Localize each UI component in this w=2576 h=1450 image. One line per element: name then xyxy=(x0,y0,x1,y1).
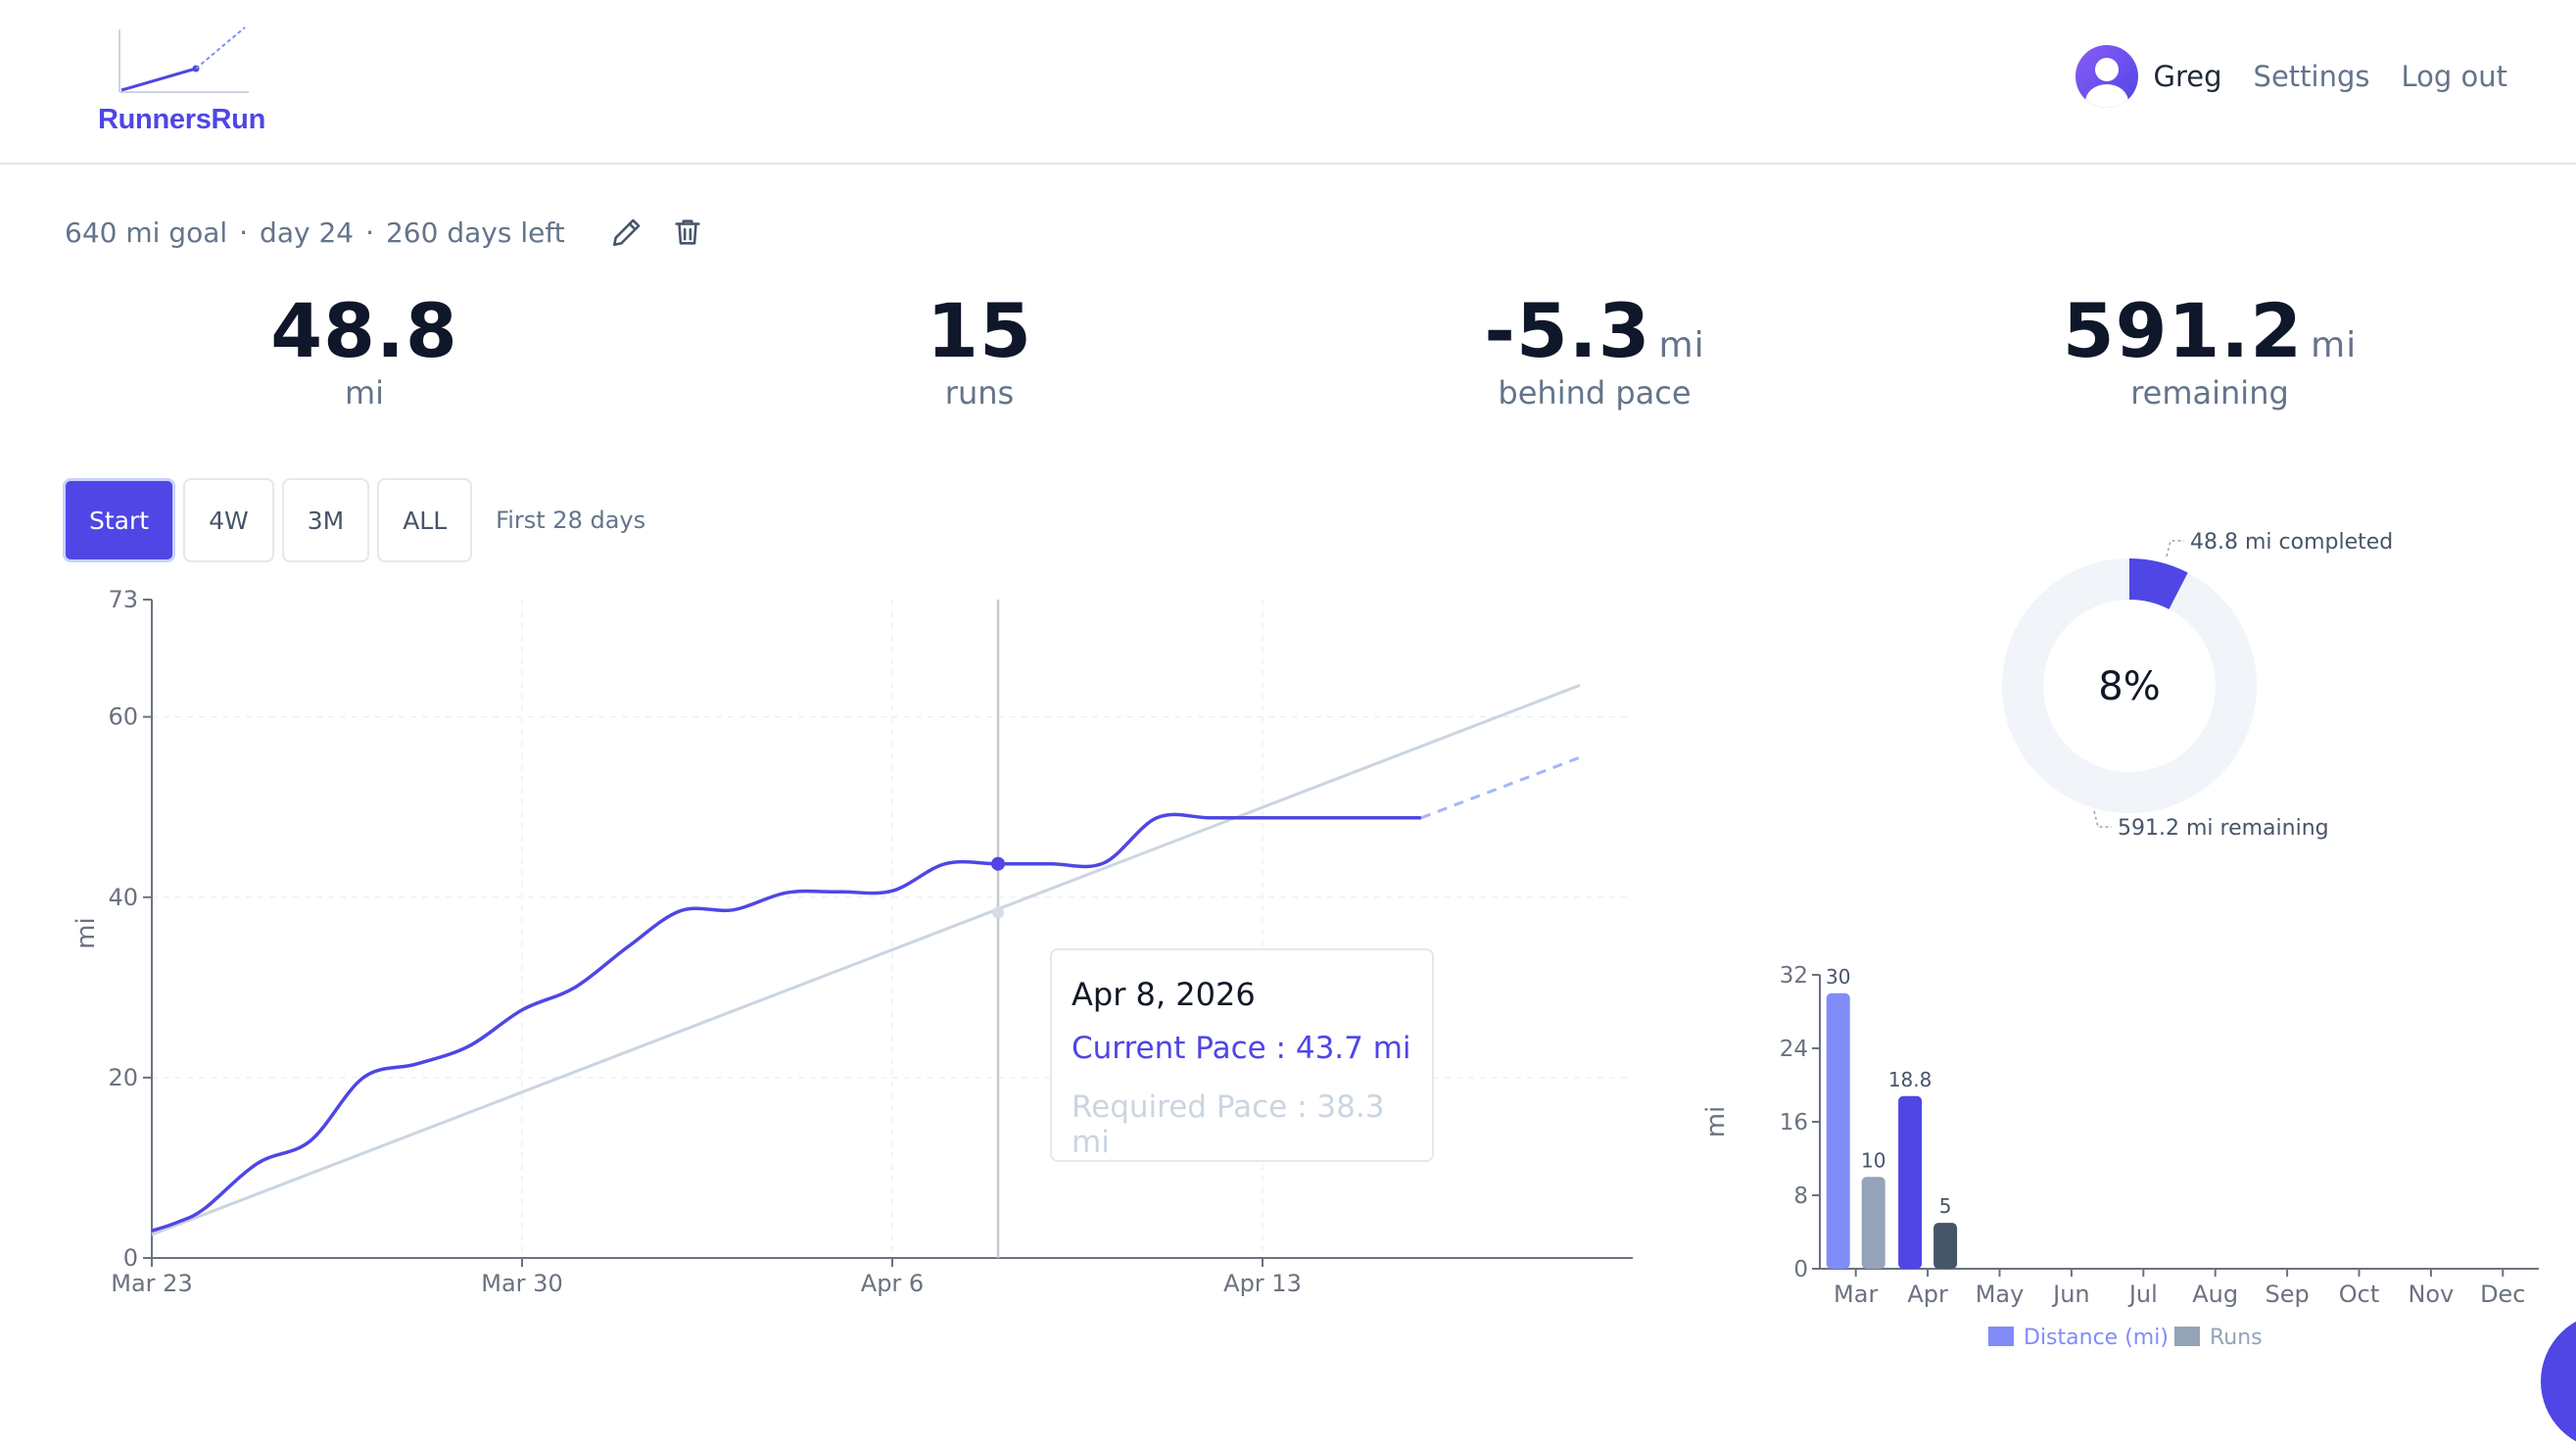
y-axis-label: mi xyxy=(72,917,101,949)
stat-label: runs xyxy=(944,374,1015,411)
current-pace-line xyxy=(151,812,1421,1233)
separator: · xyxy=(365,216,374,249)
distance-bar-label: 30 xyxy=(1826,965,1850,989)
y-tick-label: 16 xyxy=(1780,1110,1808,1136)
range-4w-button[interactable]: 4W xyxy=(183,478,274,562)
chart-tooltip: Apr 8, 2026 Current Pace : 43.7 mi Requi… xyxy=(1050,948,1434,1162)
legend-runs-label: Runs xyxy=(2210,1326,2263,1350)
remaining-callout-label: 591.2 mi remaining xyxy=(2118,816,2329,841)
top-nav: Greg Settings Log out xyxy=(2075,45,2507,108)
completed-callout-label: 48.8 mi completed xyxy=(2190,530,2393,555)
x-tick-label: Apr 6 xyxy=(861,1270,924,1297)
hover-point-required xyxy=(992,906,1004,919)
tooltip-required-pace: Required Pace : 38.3 mi xyxy=(1072,1089,1385,1160)
stat-value: 15 xyxy=(927,287,1032,374)
y-tick-label: 8 xyxy=(1793,1184,1808,1209)
monthly-bar-chart: 0 8 16 24 32 mi Mar 30 10 Apr 18.8 5 May Jun Jul Aug Sep… xyxy=(1701,963,2539,1350)
legend-runs-swatch xyxy=(2174,1327,2200,1346)
y-tick-label: 0 xyxy=(123,1244,138,1272)
stat-label: mi xyxy=(344,374,385,411)
goal-progress-donut: 8% 48.8 mi completed 591.2 mi remaining xyxy=(2002,530,2393,841)
x-tick-label: Mar xyxy=(1834,1281,1878,1308)
settings-link[interactable]: Settings xyxy=(2253,60,2370,93)
required-pace-line xyxy=(151,684,1581,1236)
separator: · xyxy=(239,216,249,249)
distance-bar xyxy=(1826,992,1850,1269)
range-start-button[interactable]: Start xyxy=(63,478,176,562)
x-tick-label: Mar 23 xyxy=(111,1270,192,1297)
app-header: RunnersRun Greg Settings Log out xyxy=(0,0,2576,165)
y-tick-label: 73 xyxy=(108,586,138,613)
edit-pencil-icon[interactable] xyxy=(610,216,644,249)
stat-value: 48.8 xyxy=(270,287,458,374)
y-tick-label: 24 xyxy=(1780,1037,1808,1062)
y-axis-label: mi xyxy=(1701,1106,1731,1138)
x-tick-label: Nov xyxy=(2408,1281,2454,1308)
x-tick-label: Apr 13 xyxy=(1223,1270,1302,1297)
x-tick-label: Jun xyxy=(2051,1281,2090,1308)
range-selector: Start 4W 3M ALL First 28 days xyxy=(63,478,645,562)
stat-runs: 15 runs xyxy=(774,294,1185,412)
projection-line xyxy=(1420,755,1581,820)
day-text: day 24 xyxy=(260,216,355,249)
days-left-text: 260 days left xyxy=(385,216,565,249)
stat-value: -5.3 xyxy=(1484,287,1651,374)
stat-label: remaining xyxy=(2130,374,2289,411)
range-all-button[interactable]: ALL xyxy=(377,478,473,562)
x-tick-label: Jul xyxy=(2127,1281,2158,1308)
y-tick-label: 40 xyxy=(108,884,138,911)
stat-pace: -5.3 mi behind pace xyxy=(1389,294,1800,412)
completed-callout-line xyxy=(2166,540,2184,557)
tooltip-date: Apr 8, 2026 xyxy=(1072,976,1256,1013)
legend-distance-swatch xyxy=(1988,1327,2014,1346)
distance-bar-label: 18.8 xyxy=(1888,1068,1932,1091)
logo[interactable]: RunnersRun xyxy=(98,22,266,139)
range-note: First 28 days xyxy=(496,507,646,534)
logout-link[interactable]: Log out xyxy=(2401,60,2507,93)
y-tick-label: 60 xyxy=(108,703,138,731)
stat-value: 591.2 xyxy=(2062,287,2304,374)
hover-point-current xyxy=(991,856,1005,871)
stat-unit: mi xyxy=(1658,325,1705,365)
runs-bar xyxy=(1861,1177,1885,1269)
logo-chart-icon xyxy=(119,26,249,93)
stat-label: behind pace xyxy=(1498,374,1692,411)
logo-text: RunnersRun xyxy=(98,104,266,135)
stat-remaining: 591.2 mi remaining xyxy=(2004,294,2415,412)
tooltip-current-pace: Current Pace : 43.7 mi xyxy=(1072,1031,1411,1066)
goal-text: 640 mi goal xyxy=(65,216,228,249)
x-tick-label: Apr xyxy=(1907,1281,1948,1308)
stat-distance: 48.8 mi xyxy=(159,294,570,412)
distance-bar xyxy=(1898,1095,1923,1269)
x-tick-label: Mar 30 xyxy=(481,1270,562,1297)
x-tick-label: Sep xyxy=(2265,1281,2309,1308)
goal-summary: 640 mi goal · day 24 · 260 days left xyxy=(65,216,704,249)
donut-percent-label: 8% xyxy=(2098,664,2160,709)
runs-bar-label: 5 xyxy=(1939,1194,1952,1218)
progress-line-chart[interactable]: 0 20 40 60 73 Mar 23 Mar 30 Apr 6 Apr 13 mi xyxy=(0,549,1665,1313)
user-name[interactable]: Greg xyxy=(2153,60,2222,93)
runs-bar-label: 10 xyxy=(1861,1148,1885,1172)
runs-bar xyxy=(1933,1223,1958,1269)
y-tick-label: 32 xyxy=(1780,963,1808,989)
remaining-callout-line xyxy=(2093,810,2112,828)
x-tick-label: May xyxy=(1976,1281,2025,1308)
trash-icon[interactable] xyxy=(671,216,704,249)
y-tick-label: 0 xyxy=(1793,1257,1808,1282)
donut-completed-slice xyxy=(2129,558,2188,609)
range-3m-button[interactable]: 3M xyxy=(281,478,370,562)
legend-distance-label: Distance (mi) xyxy=(2024,1326,2169,1350)
x-tick-label: Aug xyxy=(2192,1281,2238,1308)
user-avatar[interactable] xyxy=(2075,45,2138,108)
y-tick-label: 20 xyxy=(108,1064,138,1091)
x-tick-label: Dec xyxy=(2480,1281,2525,1308)
x-tick-label: Oct xyxy=(2339,1281,2380,1308)
stat-unit: mi xyxy=(2311,325,2358,365)
